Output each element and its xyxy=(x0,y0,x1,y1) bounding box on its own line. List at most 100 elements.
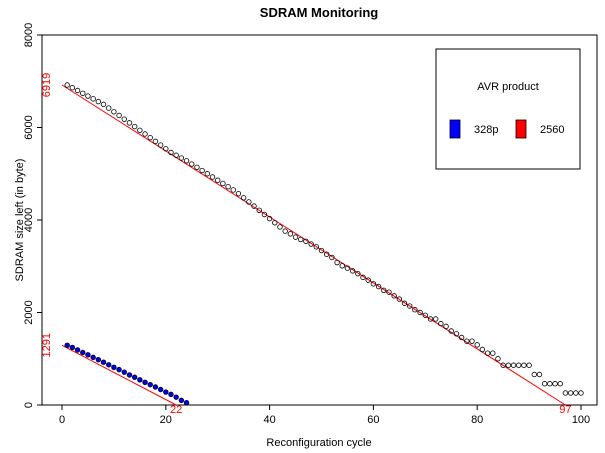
legend-swatch-2560 xyxy=(515,119,527,139)
data-point-2560 xyxy=(256,207,262,213)
legend-box xyxy=(435,48,581,170)
data-point-2560 xyxy=(521,362,527,368)
y-tick-label: 8000 xyxy=(23,23,35,47)
data-point-2560 xyxy=(329,254,335,261)
data-point-328p xyxy=(116,366,122,373)
x-tick-label: 60 xyxy=(367,414,379,426)
data-point-2560 xyxy=(490,350,496,356)
data-point-2560 xyxy=(246,199,252,205)
data-point-2560 xyxy=(131,123,138,130)
data-point-2560 xyxy=(292,234,299,240)
data-point-328p xyxy=(111,364,117,371)
data-point-328p xyxy=(137,377,143,383)
data-point-328p xyxy=(90,354,96,361)
data-point-2560 xyxy=(505,362,512,368)
y-axis-label: SDRAM size left (in byte) xyxy=(14,159,26,282)
data-point-2560 xyxy=(282,228,288,234)
data-point-328p xyxy=(173,394,179,400)
data-point-2560 xyxy=(74,87,81,94)
legend-title: AVR product xyxy=(477,81,539,93)
data-point-2560 xyxy=(199,167,205,174)
data-point-328p xyxy=(168,391,174,398)
data-point-2560 xyxy=(349,268,356,274)
data-point-2560 xyxy=(370,281,377,287)
annotation-label: 1291 xyxy=(41,333,53,357)
data-points xyxy=(64,82,584,406)
data-point-2560 xyxy=(438,320,444,327)
data-point-2560 xyxy=(189,161,195,167)
data-point-2560 xyxy=(313,244,320,250)
data-point-2560 xyxy=(287,231,294,237)
data-point-2560 xyxy=(318,247,325,254)
data-point-2560 xyxy=(137,127,143,133)
data-point-2560 xyxy=(469,338,475,344)
data-point-2560 xyxy=(536,371,543,378)
y-tick-label: 6000 xyxy=(23,115,35,139)
data-point-2560 xyxy=(381,287,387,293)
data-point-328p xyxy=(142,379,148,386)
data-point-2560 xyxy=(464,338,470,344)
data-point-2560 xyxy=(126,120,133,126)
data-point-2560 xyxy=(121,116,127,122)
data-point-2560 xyxy=(547,381,553,387)
x-tick-label: 80 xyxy=(471,414,483,426)
data-point-2560 xyxy=(396,296,403,302)
data-point-2560 xyxy=(261,211,268,218)
x-tick-label: 20 xyxy=(160,414,172,426)
data-point-328p xyxy=(126,372,133,378)
data-point-2560 xyxy=(90,96,96,102)
data-point-328p xyxy=(152,384,159,390)
data-point-328p xyxy=(69,344,76,351)
data-point-2560 xyxy=(204,171,211,177)
data-point-2560 xyxy=(235,190,242,197)
data-point-2560 xyxy=(516,362,522,368)
data-point-2560 xyxy=(95,98,102,105)
data-point-328p xyxy=(163,389,169,395)
data-point-2560 xyxy=(448,328,454,334)
legend: AVR product 328p 2560 xyxy=(435,48,581,170)
data-point-2560 xyxy=(531,371,537,378)
x-axis: 0 20 40 60 80 100 xyxy=(59,405,590,426)
data-point-2560 xyxy=(432,316,439,322)
data-point-2560 xyxy=(106,105,112,111)
data-point-328p xyxy=(106,362,112,368)
data-point-2560 xyxy=(526,362,532,368)
annotations: 6919 1291 22 97 xyxy=(41,73,572,416)
data-point-2560 xyxy=(168,149,174,156)
data-point-2560 xyxy=(277,224,283,230)
data-point-2560 xyxy=(111,109,117,115)
annotation-label: 97 xyxy=(559,404,571,416)
x-tick-label: 40 xyxy=(263,414,275,426)
data-point-2560 xyxy=(157,142,164,148)
data-point-2560 xyxy=(407,303,413,309)
data-point-2560 xyxy=(183,158,190,164)
data-point-328p xyxy=(64,342,70,348)
data-point-2560 xyxy=(163,146,169,152)
annotation-label: 6919 xyxy=(41,73,53,97)
data-point-2560 xyxy=(308,241,314,247)
data-point-2560 xyxy=(240,195,247,201)
legend-label-2560: 2560 xyxy=(540,124,564,136)
data-point-2560 xyxy=(500,362,506,368)
data-point-2560 xyxy=(323,251,330,257)
y-tick-label: 4000 xyxy=(23,208,35,232)
data-point-2560 xyxy=(443,323,449,330)
data-point-328p xyxy=(178,397,185,404)
data-point-2560 xyxy=(391,293,397,299)
data-point-2560 xyxy=(495,356,501,362)
data-point-2560 xyxy=(510,362,517,368)
data-point-2560 xyxy=(69,85,76,91)
data-point-2560 xyxy=(562,390,569,396)
data-point-2560 xyxy=(422,312,428,318)
data-point-328p xyxy=(100,359,107,365)
data-point-2560 xyxy=(194,164,200,170)
data-point-2560 xyxy=(401,300,408,306)
data-point-2560 xyxy=(479,346,486,353)
data-point-2560 xyxy=(147,134,153,141)
data-point-2560 xyxy=(173,152,179,158)
data-point-328p xyxy=(85,352,91,358)
legend-label-328p: 328p xyxy=(474,124,498,136)
chart-title: SDRAM Monitoring xyxy=(260,5,378,20)
data-point-2560 xyxy=(386,289,392,295)
data-point-2560 xyxy=(220,180,226,187)
